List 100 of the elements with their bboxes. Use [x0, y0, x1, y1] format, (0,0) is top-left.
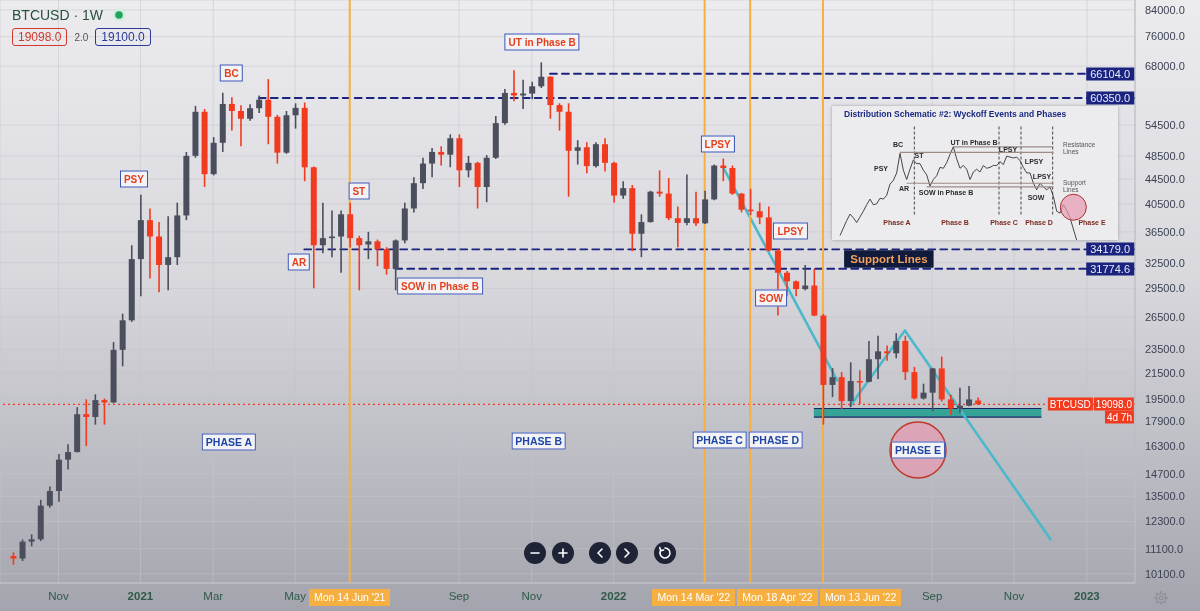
candlestick — [356, 234, 363, 292]
annotation: PHASE A — [201, 433, 257, 450]
ref-line-label: Mon 13 Jun '22 — [819, 589, 902, 606]
data-label: 31774.6 — [1086, 262, 1134, 276]
y-tick-label: 44500.0 — [1145, 172, 1185, 185]
candlestick — [237, 104, 244, 147]
annotation: PHASE D — [748, 431, 804, 449]
candlestick — [893, 332, 900, 360]
data-label: 60350.0 — [1086, 91, 1134, 105]
annotation: PHASE E — [890, 441, 946, 459]
candlestick — [884, 344, 891, 362]
y-tick-label: 19500.0 — [1145, 392, 1185, 405]
ref-line-label: 19098.0 — [1093, 397, 1134, 411]
candlestick — [702, 189, 709, 225]
candlestick — [875, 335, 882, 380]
annotation: 19100.0 — [95, 28, 151, 46]
y-tick-label: 26500.0 — [1145, 310, 1185, 323]
candlestick — [92, 393, 99, 426]
candlestick — [602, 137, 608, 173]
candlestick — [847, 361, 854, 408]
candlestick — [19, 538, 26, 562]
candlestick — [347, 201, 354, 249]
annotation: 2.0 — [74, 31, 89, 43]
candlestick — [656, 169, 663, 198]
y-tick-label: 84000.0 — [1145, 3, 1185, 16]
candlestick — [447, 133, 454, 169]
candlestick — [165, 215, 172, 292]
y-tick-label: 48500.0 — [1145, 150, 1185, 163]
x-tick-label: Sep — [921, 590, 943, 603]
annotation: SOW — [755, 289, 787, 307]
candlestick — [538, 61, 545, 89]
candlestick — [756, 201, 763, 225]
x-tick-label: Sep — [448, 590, 470, 603]
y-tick-label: 17900.0 — [1145, 415, 1185, 428]
x-tick-label: Nov — [48, 590, 69, 603]
y-tick-label: 29500.0 — [1145, 282, 1185, 295]
annotation: UT in Phase B — [504, 33, 580, 51]
candlestick — [683, 173, 690, 227]
ref-line-label: Mon 14 Mar '22 — [652, 589, 736, 606]
y-tick-label: 23500.0 — [1145, 342, 1185, 355]
y-tick-label: 54500.0 — [1145, 118, 1185, 131]
annotation: LPSY — [700, 135, 735, 153]
y-tick-label: 76000.0 — [1145, 30, 1185, 43]
chart-title: Distribution Schematic #2: Wyckoff Events and Phases — [844, 109, 1067, 119]
y-tick-label: 13500.0 — [1145, 490, 1185, 503]
candlestick — [228, 96, 235, 132]
candlestick — [429, 147, 436, 179]
candlestick — [465, 155, 472, 179]
y-tick-label: 21500.0 — [1145, 366, 1185, 379]
x-tick-label: Nov — [521, 590, 543, 603]
ref-line-label: Mon 18 Apr '22 — [737, 589, 818, 606]
x-tick-label: 2022 — [600, 590, 627, 603]
candlestick — [438, 145, 445, 167]
annotation: ST — [348, 182, 370, 200]
y-tick-label: 68000.0 — [1145, 60, 1185, 73]
y-tick-label: 32500.0 — [1145, 256, 1185, 269]
candlestick — [46, 485, 53, 509]
annotation: PHASE C — [692, 431, 747, 449]
candlestick — [583, 141, 590, 174]
x-tick-label: 2021 — [127, 590, 154, 603]
candlestick — [638, 213, 645, 258]
y-tick-label: 10100.0 — [1145, 567, 1185, 580]
candlestick — [328, 209, 335, 258]
candlestick — [592, 141, 599, 169]
candlestick — [146, 207, 153, 280]
ref-line-label: Mon 14 Jun '21 — [308, 589, 391, 606]
annotation: PHASE B — [511, 432, 567, 450]
candlestick — [383, 246, 390, 276]
candlestick — [265, 78, 272, 146]
annotation: PSY — [119, 170, 148, 188]
annotation: 4d 7h — [1104, 410, 1134, 424]
candlestick — [292, 102, 299, 130]
candlestick — [319, 201, 326, 255]
candlestick — [374, 238, 381, 267]
annotation: LPSY — [773, 222, 808, 240]
candlestick — [829, 367, 836, 398]
text: BTCUSD · 1W — [12, 7, 103, 23]
y-tick-label: 11100.0 — [1145, 542, 1184, 555]
data-label: 34179.0 — [1086, 242, 1134, 256]
annotation: AR — [287, 253, 311, 271]
candlestick — [338, 209, 345, 274]
annotation: 19098.0 — [12, 28, 68, 46]
x-tick-label: 2023 — [1074, 590, 1100, 603]
candlestick — [365, 230, 372, 260]
annotation: SOW in Phase B — [397, 277, 483, 295]
candlestick — [556, 102, 563, 132]
y-tick-label: 40500.0 — [1145, 198, 1185, 211]
annotation: BTCUSD — [1047, 397, 1093, 411]
candlestick — [865, 340, 872, 383]
candlestick — [419, 156, 426, 190]
candlestick — [65, 443, 72, 471]
annotation: BC — [220, 64, 243, 82]
y-tick-label: 36500.0 — [1145, 225, 1185, 238]
candlestick — [693, 190, 700, 227]
candlestick — [738, 192, 745, 214]
y-tick-label: 14700.0 — [1145, 467, 1185, 480]
annotation: Support Lines — [844, 250, 934, 268]
x-tick-label: Nov — [1003, 590, 1025, 603]
candlestick — [674, 205, 681, 248]
data-label: 66104.0 — [1086, 67, 1134, 81]
